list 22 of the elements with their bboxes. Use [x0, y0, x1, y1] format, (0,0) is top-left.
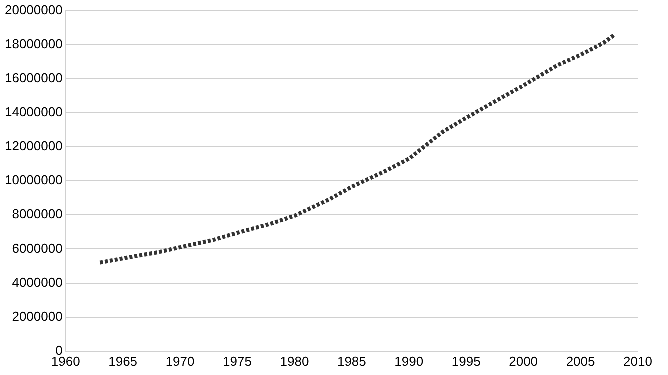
y-tick-label: 10000000	[4, 172, 63, 188]
y-tick-label: 20000000	[4, 2, 63, 18]
line-series	[98, 32, 618, 265]
x-tick-label: 2000	[509, 354, 538, 369]
x-tick-label: 2005	[566, 354, 596, 369]
y-tick-label: 14000000	[4, 104, 63, 120]
x-tick-label: 2010	[624, 354, 652, 369]
x-tick-label: 1965	[108, 354, 138, 369]
y-tick-label: 18000000	[4, 36, 63, 52]
x-tick-label: 1995	[452, 354, 481, 369]
y-tick-label: 16000000	[4, 70, 63, 86]
x-tick-label: 1985	[337, 354, 366, 369]
x-tick-label: 1980	[280, 354, 310, 369]
y-tick-label: 4000000	[12, 274, 63, 290]
y-tick-label: 6000000	[12, 240, 63, 256]
y-tick-label: 8000000	[12, 206, 63, 222]
y-tick-label: 12000000	[4, 138, 63, 154]
x-tick-label: 1990	[394, 354, 424, 369]
x-tick-label: 1975	[223, 354, 252, 369]
x-tick-label: 1970	[166, 354, 195, 369]
y-tick-label: 2000000	[12, 308, 63, 324]
y-tick-label: 0	[56, 342, 63, 358]
